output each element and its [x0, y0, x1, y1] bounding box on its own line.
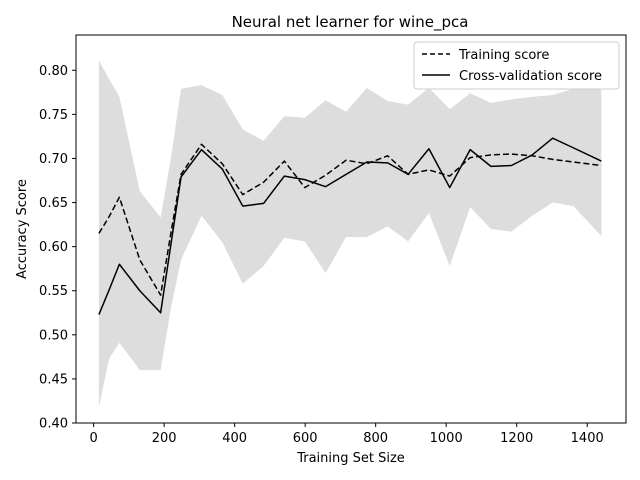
legend-box	[413, 41, 620, 90]
y-tick-label: 0.40	[39, 417, 68, 432]
x-tick-label: 1200	[500, 431, 533, 446]
y-tick-label: 0.50	[39, 328, 68, 343]
legend: Training score Cross-validation score	[413, 41, 620, 90]
y-tick-label: 0.65	[39, 196, 68, 211]
series-layer	[98, 137, 602, 315]
x-tick-label: 0	[89, 431, 97, 446]
y-axis-label: Accuracy Score	[15, 179, 30, 279]
y-tick-label: 0.60	[39, 240, 68, 255]
cross-validation-score-line	[98, 137, 602, 315]
chart-title: Neural net learner for wine_pca	[232, 13, 469, 32]
x-axis-label: Training Set Size	[296, 451, 405, 466]
y-tick-label: 0.45	[39, 372, 68, 387]
score-band-layer	[98, 60, 602, 408]
score-range-band	[98, 60, 602, 408]
x-tick-label: 600	[293, 431, 318, 446]
legend-label-training: Training score	[458, 48, 549, 63]
y-tick-label: 0.55	[39, 284, 68, 299]
y-tick-label: 0.80	[39, 64, 68, 79]
legend-label-cross-validation: Cross-validation score	[459, 69, 602, 84]
training-score-line	[98, 143, 602, 296]
y-axis: 0.40 0.45 0.50 0.55 0.60 0.65 0.70 0.75 0.80	[39, 64, 76, 432]
x-tick-label: 1400	[571, 431, 604, 446]
x-tick-label: 200	[152, 431, 177, 446]
x-tick-label: 800	[363, 431, 388, 446]
x-tick-label: 1000	[430, 431, 463, 446]
x-tick-label: 400	[222, 431, 247, 446]
y-tick-label: 0.70	[39, 152, 68, 167]
plot-frame	[75, 34, 627, 424]
x-axis: 0 200 400 600 800 1000 1200 1400	[89, 423, 604, 446]
y-tick-label: 0.75	[39, 108, 68, 123]
